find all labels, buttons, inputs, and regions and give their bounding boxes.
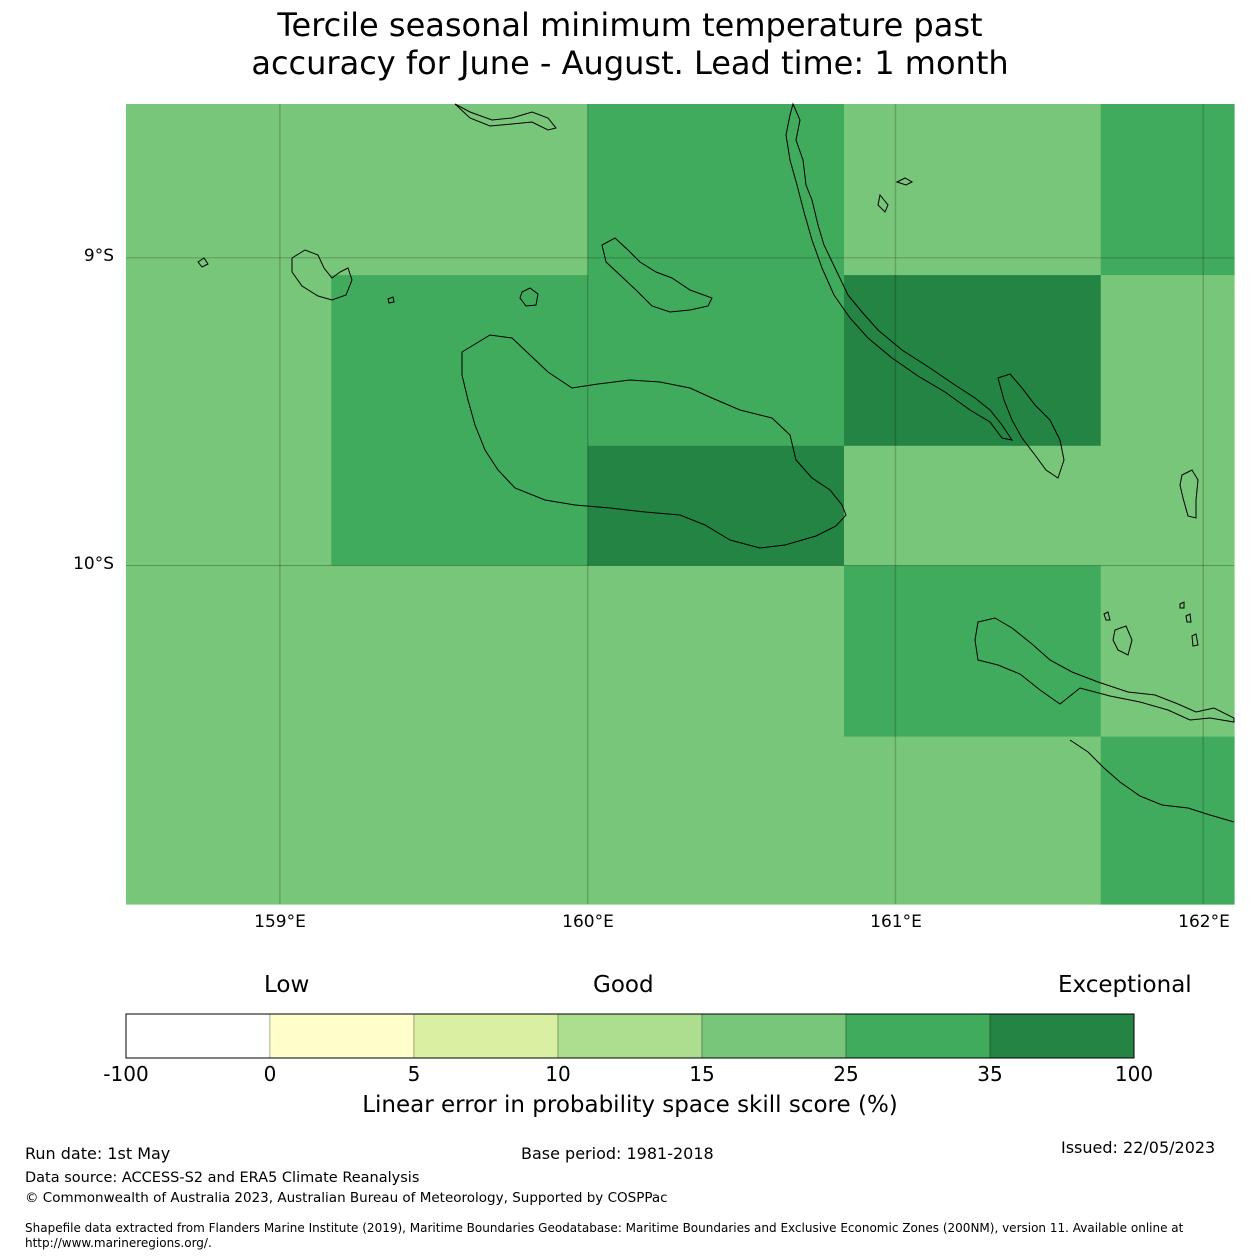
grid-cell: [587, 445, 845, 567]
grid-cell: [1100, 104, 1235, 276]
lat-label-9s: 9°S: [83, 246, 114, 266]
grid-cell: [126, 736, 1102, 905]
colorbar-segment: [557, 1013, 703, 1059]
colorbar: [125, 1013, 1135, 1059]
colorbar-segment: [845, 1013, 991, 1059]
colorbar-segment: [125, 1013, 271, 1059]
run-date: Run date: 1st May: [25, 1144, 171, 1163]
coastline-makira-south: [1069, 739, 1235, 823]
colorbar-segment: [989, 1013, 1135, 1059]
map-title: Tercile seasonal minimum temperature pas…: [0, 6, 1260, 82]
grid-cells: [126, 104, 1235, 905]
grid-cell: [587, 104, 845, 276]
coastline-makira: [974, 617, 1235, 723]
grid-cell: [587, 275, 845, 447]
colorbar-border: [125, 1013, 1135, 1059]
lon-label-159e: 159°E: [254, 912, 306, 932]
legend-category-exceptional: Exceptional: [1058, 972, 1192, 998]
coastlines: [197, 102, 1235, 823]
colorbar-tick: 15: [689, 1062, 715, 1086]
colorbar-tick: -100: [103, 1062, 149, 1086]
coastline-islet-g: [1185, 613, 1192, 623]
title-line-2: accuracy for June - August. Lead time: 1…: [251, 44, 1009, 82]
coastline-islet-b: [877, 193, 889, 213]
grid-cell: [844, 275, 1102, 447]
coastline-islet-f: [1179, 601, 1185, 609]
colorbar-label: Linear error in probability space skill …: [362, 1092, 898, 1118]
colorbar-tick: 100: [1114, 1062, 1154, 1086]
coastline-guadalcanal: [461, 334, 847, 549]
grid-cell: [844, 445, 1102, 567]
coastline-new-georgia: [454, 103, 557, 131]
grid-cell: [844, 565, 1102, 738]
grid-cell: [331, 275, 589, 447]
colorbar-tick: 5: [407, 1062, 421, 1086]
shapefile-credit: Shapefile data extracted from Flanders M…: [25, 1221, 1184, 1250]
colorbar-segment: [413, 1013, 559, 1059]
grid-cell: [1100, 736, 1235, 905]
grid-cell: [1100, 275, 1235, 447]
coastline-savo: [519, 287, 539, 307]
coastline-russell-islands: [291, 249, 353, 301]
grid-cell: [844, 104, 1102, 276]
coastline-islet-d: [387, 296, 395, 304]
data-source: Data source: ACCESS-S2 and ERA5 Climate …: [25, 1170, 420, 1186]
lon-label-162e: 162°E: [1178, 912, 1230, 932]
coastline-malaita: [997, 373, 1065, 479]
legend-category-low: Low: [264, 972, 310, 998]
colorbar-segment: [701, 1013, 847, 1059]
title-line-1: Tercile seasonal minimum temperature pas…: [277, 6, 983, 44]
coastline-islet-h: [1191, 633, 1199, 647]
base-period: Base period: 1981-2018: [521, 1144, 714, 1163]
grid-cell: [126, 565, 845, 738]
colorbar-tick: 35: [977, 1062, 1003, 1086]
coastline-islet-c: [197, 257, 209, 268]
grid-cell: [1100, 445, 1235, 567]
graticule: [126, 104, 1234, 904]
legend-category-good: Good: [593, 972, 654, 998]
colorbar-tick: 0: [263, 1062, 277, 1086]
grid-cell: [126, 445, 332, 567]
lon-label-160e: 160°E: [562, 912, 614, 932]
coastline-islet-a: [895, 177, 914, 186]
grid-cell: [126, 104, 332, 276]
coastline-santa-isabel: [785, 102, 1014, 441]
grid-cell: [126, 275, 332, 447]
copyright: © Commonwealth of Australia 2023, Austra…: [25, 1190, 668, 1206]
lat-label-10s: 10°S: [73, 554, 114, 574]
grid-cell: [331, 445, 589, 567]
coastline-florida-islands: [601, 237, 713, 313]
colorbar-tick: 25: [833, 1062, 859, 1086]
issued-date: Issued: 22/05/2023: [1061, 1138, 1216, 1157]
colorbar-tick: 10: [545, 1062, 571, 1086]
coastline-ugi: [1112, 625, 1133, 656]
lon-label-161e: 161°E: [870, 912, 922, 932]
grid-cell: [331, 104, 589, 276]
colorbar-segment: [269, 1013, 415, 1059]
coastline-islet-e: [1103, 611, 1111, 621]
coastline-maramasike: [1179, 469, 1199, 519]
